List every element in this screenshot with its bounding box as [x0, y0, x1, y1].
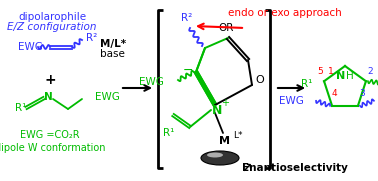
Text: M/L*: M/L*: [100, 39, 126, 49]
Text: endo or exo approach: endo or exo approach: [228, 8, 342, 18]
Ellipse shape: [201, 151, 239, 165]
Text: H: H: [346, 71, 354, 81]
Text: 2: 2: [367, 67, 373, 76]
Text: N: N: [43, 92, 53, 102]
Text: EWG: EWG: [139, 77, 164, 87]
Text: 4: 4: [331, 89, 337, 98]
Text: 5: 5: [317, 67, 323, 76]
Text: +: +: [221, 98, 229, 108]
Text: EWG: EWG: [279, 96, 304, 106]
Text: R¹: R¹: [163, 128, 175, 138]
Text: EWG =CO₂R: EWG =CO₂R: [20, 130, 80, 140]
Text: ↗: ↗: [242, 161, 252, 174]
Text: 3: 3: [359, 89, 365, 98]
Text: OR: OR: [218, 23, 234, 33]
Text: +: +: [44, 73, 56, 87]
Text: 1: 1: [328, 68, 334, 77]
Text: M: M: [220, 136, 231, 146]
Text: EWG: EWG: [18, 42, 43, 52]
Text: Enantioselectivity: Enantioselectivity: [242, 163, 348, 173]
Text: R²: R²: [181, 13, 193, 23]
Text: L*: L*: [233, 131, 243, 140]
Text: O: O: [256, 75, 264, 85]
Text: N: N: [336, 71, 345, 81]
Text: R¹: R¹: [301, 79, 312, 89]
Text: dipolarophile: dipolarophile: [18, 12, 86, 22]
Text: R²: R²: [86, 33, 97, 43]
Text: dipole W conformation: dipole W conformation: [0, 143, 105, 153]
Text: base: base: [100, 49, 125, 59]
Text: EWG: EWG: [95, 92, 120, 102]
Text: R¹: R¹: [15, 103, 26, 113]
Text: E/Z configuration: E/Z configuration: [7, 22, 97, 32]
Text: −: −: [183, 64, 193, 77]
Ellipse shape: [207, 153, 223, 157]
Text: N: N: [212, 104, 222, 117]
